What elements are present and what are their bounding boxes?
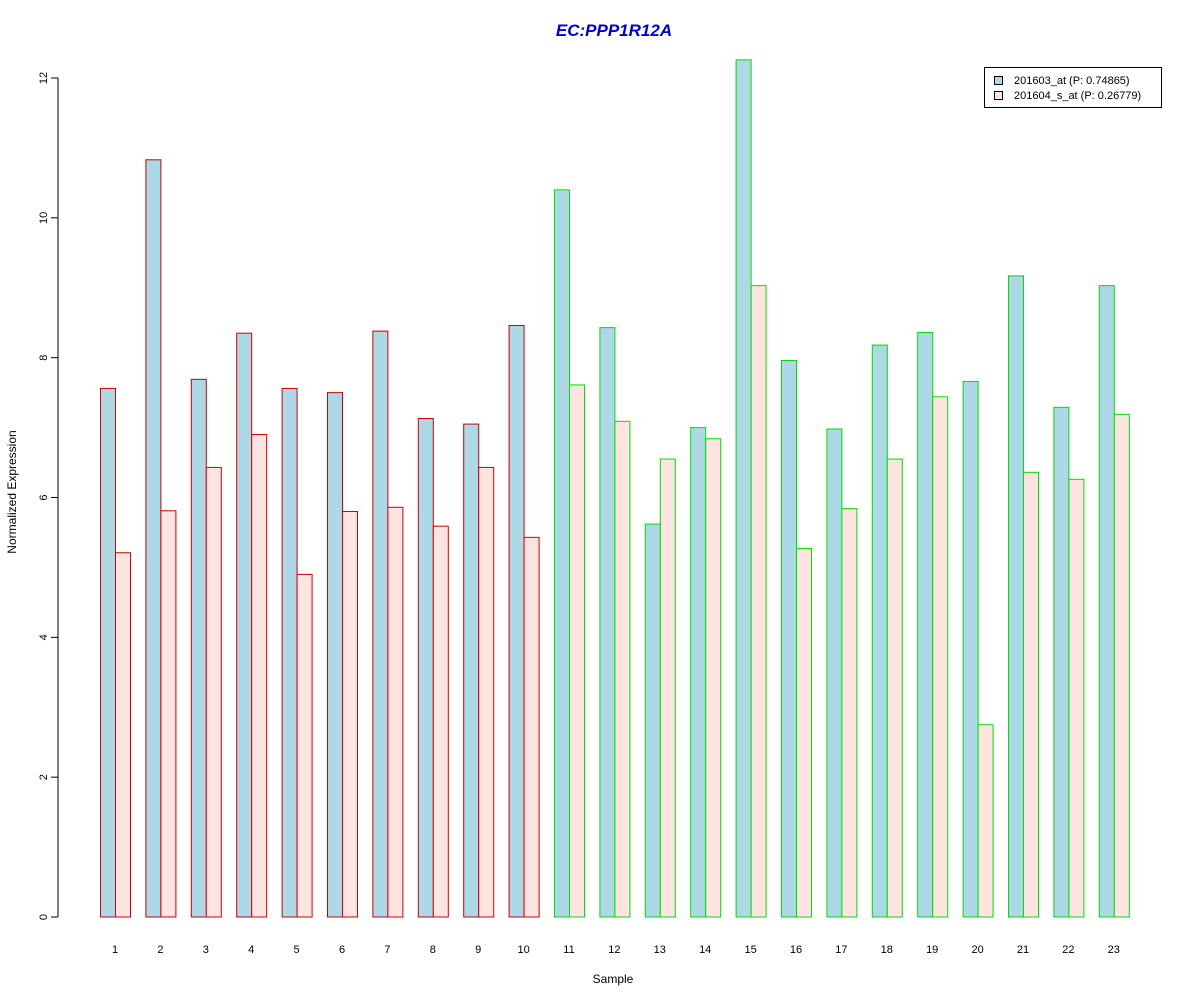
bar-sample-6-series-1 bbox=[327, 392, 343, 918]
legend-swatch-1 bbox=[994, 76, 1003, 85]
x-tick-label: 13 bbox=[654, 944, 666, 956]
x-tick-label: 20 bbox=[971, 944, 983, 956]
bar-sample-16-series-1 bbox=[781, 359, 797, 918]
bar-sample-4-series-1 bbox=[236, 332, 253, 918]
bar-sample-4-series-2 bbox=[251, 434, 268, 918]
legend-label-1: 201603_at (P: 0.74865) bbox=[1014, 75, 1130, 87]
x-tick-label: 12 bbox=[608, 944, 620, 956]
bar-sample-17-series-1 bbox=[826, 428, 843, 918]
x-tick-label: 4 bbox=[248, 944, 254, 956]
bar-sample-10-series-2 bbox=[523, 536, 540, 918]
bar-sample-14-series-1 bbox=[690, 427, 707, 918]
x-tick-label: 14 bbox=[699, 944, 711, 956]
legend-box bbox=[984, 67, 1162, 108]
x-tick-label: 21 bbox=[1017, 944, 1029, 956]
x-tick-label: 18 bbox=[881, 944, 893, 956]
x-tick-label: 2 bbox=[157, 944, 163, 956]
bar-sample-11-series-1 bbox=[554, 189, 570, 918]
bars bbox=[100, 59, 1130, 918]
legend-label-2: 201604_s_at (P: 0.26779) bbox=[1014, 90, 1141, 102]
x-axis-label: Sample bbox=[593, 972, 634, 986]
bar-sample-9-series-2 bbox=[478, 466, 495, 918]
bar-sample-9-series-1 bbox=[463, 423, 480, 918]
bar-sample-16-series-2 bbox=[796, 548, 812, 918]
y-tick-label: 4 bbox=[38, 634, 50, 640]
bar-sample-18-series-2 bbox=[886, 458, 903, 918]
x-tick-label: 22 bbox=[1062, 944, 1074, 956]
x-tick-label: 15 bbox=[744, 944, 756, 956]
bar-sample-2-series-2 bbox=[160, 510, 177, 918]
bar-sample-17-series-2 bbox=[841, 508, 858, 918]
x-tick-label: 9 bbox=[475, 944, 481, 956]
bar-sample-2-series-1 bbox=[145, 159, 162, 918]
bar-sample-15-series-2 bbox=[750, 285, 767, 918]
bar-sample-13-series-1 bbox=[644, 523, 661, 918]
bar-sample-12-series-1 bbox=[599, 327, 616, 918]
bar-sample-7-series-2 bbox=[387, 506, 404, 918]
x-tick-label: 11 bbox=[563, 944, 574, 956]
x-tick-label: 10 bbox=[517, 944, 529, 956]
y-tick-label: 6 bbox=[38, 494, 50, 500]
y-tick-label: 10 bbox=[38, 212, 50, 224]
x-tick-label: 1 bbox=[112, 944, 118, 956]
x-tick-label: 8 bbox=[430, 944, 436, 956]
legend: 201603_at (P: 0.74865) 201604_s_at (P: 0.… bbox=[984, 67, 1162, 108]
x-tick-label: 6 bbox=[339, 944, 345, 956]
bar-sample-22-series-2 bbox=[1068, 478, 1085, 918]
bar-sample-5-series-1 bbox=[281, 387, 298, 918]
x-tick-label: 23 bbox=[1108, 944, 1120, 956]
x-tick-label: 17 bbox=[835, 944, 847, 956]
bar-sample-3-series-2 bbox=[205, 466, 222, 918]
bar-sample-1-series-2 bbox=[115, 552, 131, 918]
bar-sample-7-series-1 bbox=[372, 330, 389, 918]
x-tick-labels: 1 2 3 4 5 6 7 8 9 10 11 12 13 14 15 16 17 18 19 20 21 22 23 bbox=[112, 944, 1120, 956]
x-tick-label: 3 bbox=[203, 944, 209, 956]
bar-sample-21-series-2 bbox=[1023, 471, 1039, 918]
x-tick-label: 5 bbox=[294, 944, 300, 956]
bar-sample-23-series-2 bbox=[1113, 413, 1130, 918]
bar-sample-3-series-1 bbox=[190, 378, 207, 918]
bar-sample-15-series-1 bbox=[735, 59, 752, 918]
bar-sample-18-series-1 bbox=[871, 344, 888, 918]
y-axis: 0 2 4 6 8 10 12 bbox=[38, 72, 59, 920]
bar-sample-20-series-2 bbox=[977, 724, 994, 918]
bar-sample-5-series-2 bbox=[296, 573, 313, 918]
bar-sample-13-series-2 bbox=[659, 458, 676, 918]
bar-sample-11-series-2 bbox=[569, 384, 585, 918]
bar-sample-12-series-2 bbox=[614, 420, 631, 918]
y-tick-label: 8 bbox=[38, 355, 50, 361]
bar-sample-8-series-2 bbox=[432, 525, 449, 918]
bar-sample-14-series-2 bbox=[705, 438, 722, 918]
bar-sample-6-series-2 bbox=[342, 510, 358, 918]
x-tick-label: 19 bbox=[926, 944, 938, 956]
legend-swatch-2 bbox=[994, 91, 1003, 100]
y-axis-label: Normalized Expression bbox=[5, 430, 19, 553]
bar-sample-22-series-1 bbox=[1053, 406, 1070, 918]
bar-sample-19-series-1 bbox=[917, 331, 934, 918]
x-tick-label: 7 bbox=[384, 944, 390, 956]
bar-sample-8-series-1 bbox=[417, 417, 434, 918]
bar-sample-20-series-1 bbox=[962, 380, 979, 918]
bar-sample-10-series-1 bbox=[508, 325, 525, 918]
y-tick-label: 2 bbox=[38, 774, 50, 780]
x-tick-label: 16 bbox=[790, 944, 802, 956]
bar-sample-23-series-1 bbox=[1098, 285, 1115, 918]
chart-title: EC:PPP1R12A bbox=[556, 21, 672, 40]
y-tick-label: 0 bbox=[38, 914, 50, 920]
y-tick-label: 12 bbox=[38, 72, 50, 84]
bar-sample-19-series-2 bbox=[932, 396, 949, 918]
bar-sample-21-series-1 bbox=[1008, 275, 1024, 918]
bar-sample-1-series-1 bbox=[100, 387, 116, 918]
